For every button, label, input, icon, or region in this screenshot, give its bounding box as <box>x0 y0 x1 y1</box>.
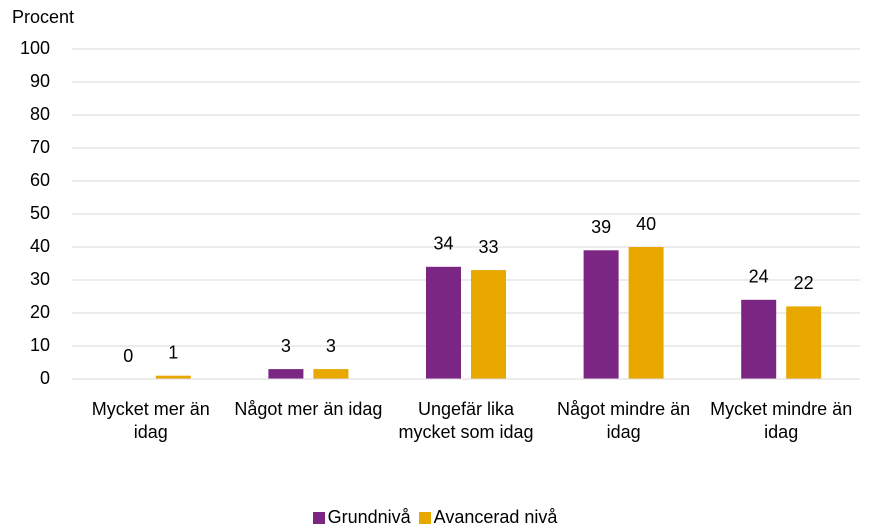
bar <box>426 266 461 379</box>
y-tick-label: 20 <box>30 302 50 322</box>
bar <box>471 270 506 379</box>
bar <box>583 250 619 379</box>
legend-item: Grundnivå <box>312 507 411 528</box>
bar <box>313 369 349 379</box>
x-tick-label: Ungefär lika mycket som idag <box>398 399 534 442</box>
y-tick-label: 90 <box>30 71 50 91</box>
data-label: 40 <box>636 214 656 234</box>
bar <box>268 369 304 379</box>
data-label: 0 <box>123 346 133 366</box>
data-label: 24 <box>749 267 769 287</box>
y-tick-label: 50 <box>30 203 50 223</box>
data-label: 33 <box>478 237 498 257</box>
y-tick-label: 70 <box>30 137 50 157</box>
legend-item: Avancerad nivå <box>418 507 558 528</box>
legend: Grundnivå Avancerad nivå <box>0 507 870 529</box>
y-axis-label: Procent <box>12 7 74 27</box>
legend-label: Avancerad nivå <box>433 507 558 527</box>
y-tick-label: 60 <box>30 170 50 190</box>
y-tick-label: 40 <box>30 236 50 256</box>
y-tick-label: 10 <box>30 335 50 355</box>
y-tick-label: 80 <box>30 104 50 124</box>
legend-swatch <box>418 511 431 524</box>
data-label: 22 <box>794 273 814 293</box>
y-tick-label: 30 <box>30 269 50 289</box>
legend-swatch <box>312 511 325 524</box>
x-tick-label: Mycket mer än idag <box>91 399 210 442</box>
data-label: 34 <box>433 234 453 254</box>
bar <box>155 375 191 379</box>
bar <box>741 299 777 379</box>
y-tick-label: 0 <box>40 368 50 388</box>
bar <box>628 247 664 379</box>
x-tick-label: Mycket mindre än idag <box>710 399 853 442</box>
data-label: 39 <box>591 217 611 237</box>
x-tick-label: Något mer än idag <box>234 399 383 419</box>
data-label: 3 <box>281 336 291 356</box>
data-label: 3 <box>326 336 336 356</box>
x-tick-label: Något mindre än idag <box>557 399 691 442</box>
y-tick-label: 100 <box>20 38 50 58</box>
legend-label: Grundnivå <box>327 507 411 527</box>
bar <box>786 306 822 379</box>
data-label: 1 <box>168 342 178 362</box>
